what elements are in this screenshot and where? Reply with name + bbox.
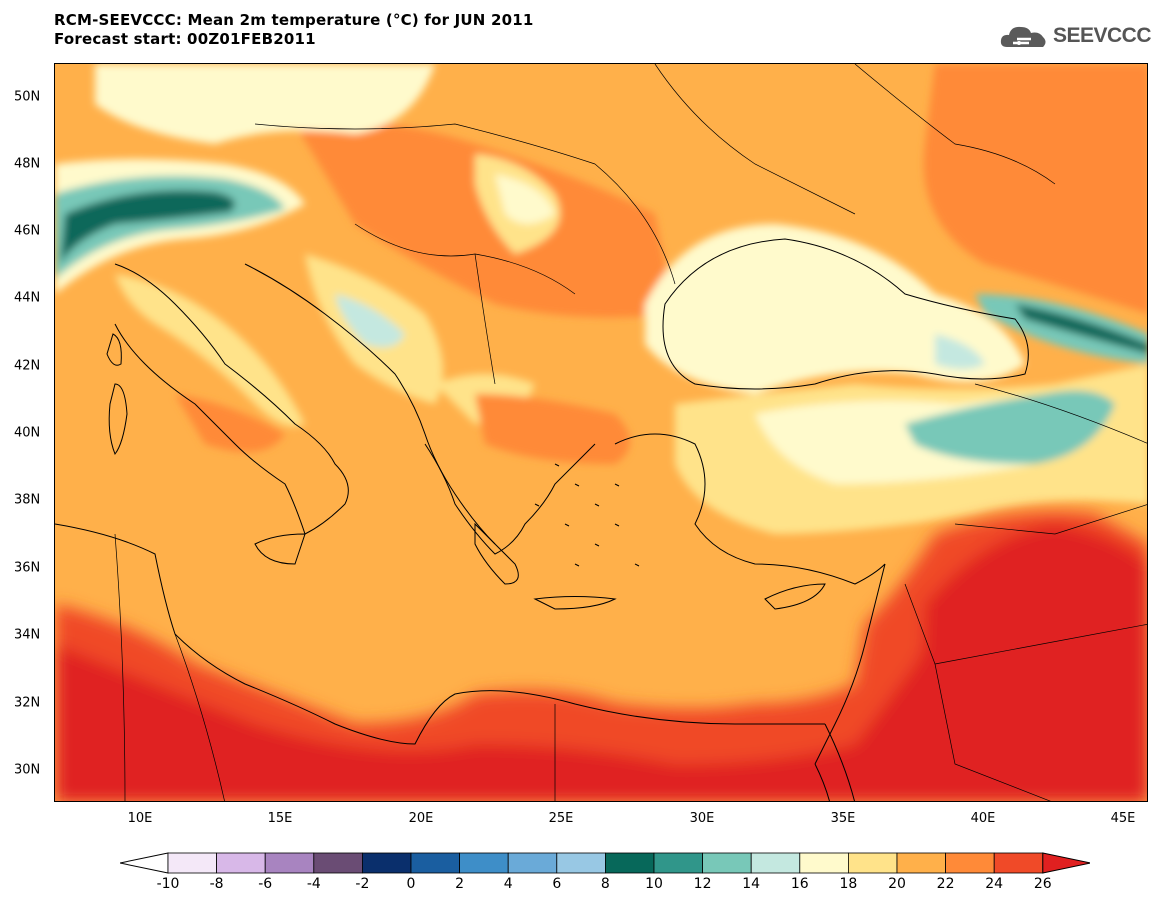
colorbar-segment bbox=[264, 852, 315, 874]
colorbar-segment bbox=[945, 852, 995, 874]
lat-label-36n: 36N bbox=[14, 560, 41, 576]
lat-label-32n: 32N bbox=[14, 695, 41, 711]
lat-label-40n: 40N bbox=[14, 425, 41, 441]
colorbar-segment bbox=[167, 852, 217, 874]
colorbar-segment bbox=[459, 852, 509, 874]
lon-label-30e: 30E bbox=[689, 811, 715, 826]
colorbar bbox=[120, 852, 1090, 874]
colorbar-tick-label: -10 bbox=[156, 876, 180, 892]
colorbar-tick-label: 6 bbox=[552, 876, 562, 892]
colorbar-tick-label: 16 bbox=[790, 876, 809, 892]
lat-label-34n: 34N bbox=[14, 627, 41, 643]
colorbar-segment bbox=[556, 852, 606, 874]
logo-text: SEEVCCC bbox=[1052, 24, 1152, 47]
colorbar-segment bbox=[799, 852, 849, 874]
map-field bbox=[55, 64, 1147, 801]
lon-label-15e: 15E bbox=[267, 811, 293, 826]
colorbar-tick-label: 18 bbox=[839, 876, 858, 892]
lat-label-44n: 44N bbox=[14, 290, 41, 306]
title-line-1: RCM-SEEVCCC: Mean 2m temperature (°C) fo… bbox=[54, 11, 534, 29]
colorbar-segment bbox=[896, 852, 946, 874]
colorbar-under-triangle bbox=[120, 852, 169, 874]
lat-label-38n: 38N bbox=[14, 492, 41, 508]
lat-label-48n: 48N bbox=[14, 156, 41, 172]
colorbar-tick-label: 10 bbox=[645, 876, 663, 892]
temperature-map bbox=[54, 63, 1148, 802]
lon-label-40e: 40E bbox=[970, 811, 996, 826]
colorbar-tick-label: 26 bbox=[1033, 876, 1052, 892]
colorbar-tick-label: 4 bbox=[503, 876, 513, 892]
colorbar-tick-label: 22 bbox=[936, 876, 955, 892]
colorbar-tick-label: 24 bbox=[985, 876, 1004, 892]
colorbar-tick-label: -8 bbox=[209, 876, 224, 892]
lon-label-35e: 35E bbox=[830, 811, 856, 826]
colorbar-tick-label: 8 bbox=[600, 876, 610, 892]
lon-label-25e: 25E bbox=[548, 811, 574, 826]
colorbar-segment bbox=[604, 852, 655, 874]
cloud-icon bbox=[1000, 26, 1046, 47]
lon-label-45e: 45E bbox=[1110, 811, 1136, 826]
seevccc-logo: SEEVCCC bbox=[999, 22, 1152, 50]
colorbar-segment bbox=[361, 852, 412, 874]
colorbar-segment bbox=[993, 852, 1044, 874]
colorbar-tick-label: 20 bbox=[888, 876, 906, 892]
colorbar-tick-label: -4 bbox=[306, 876, 321, 892]
coastlines bbox=[55, 64, 1147, 801]
colorbar-tick-label: 2 bbox=[455, 876, 465, 892]
lat-label-50n: 50N bbox=[14, 89, 41, 105]
colorbar-tick-label: 14 bbox=[742, 876, 761, 892]
lat-label-42n: 42N bbox=[14, 358, 41, 374]
colorbar-segment bbox=[848, 852, 898, 874]
colorbar-segment bbox=[216, 852, 266, 874]
colorbar-segment bbox=[750, 852, 801, 874]
colorbar-tick-label: 12 bbox=[693, 876, 712, 892]
chart-title: RCM-SEEVCCC: Mean 2m temperature (°C) fo… bbox=[54, 11, 534, 49]
lat-label-30n: 30N bbox=[14, 762, 41, 778]
colorbar-segment bbox=[410, 852, 460, 874]
lon-label-10e: 10E bbox=[127, 811, 153, 826]
colorbar-segment bbox=[653, 852, 703, 874]
colorbar-tick-label: -6 bbox=[258, 876, 273, 892]
colorbar-tick-label: -2 bbox=[355, 876, 370, 892]
lon-label-20e: 20E bbox=[408, 811, 434, 826]
colorbar-tick-label: 0 bbox=[406, 876, 416, 892]
title-line-2: Forecast start: 00Z01FEB2011 bbox=[54, 30, 316, 48]
lat-label-46n: 46N bbox=[14, 223, 41, 239]
colorbar-segment bbox=[702, 852, 752, 874]
colorbar-over-triangle bbox=[1042, 852, 1090, 874]
colorbar-segment bbox=[507, 852, 558, 874]
colorbar-segment bbox=[313, 852, 363, 874]
